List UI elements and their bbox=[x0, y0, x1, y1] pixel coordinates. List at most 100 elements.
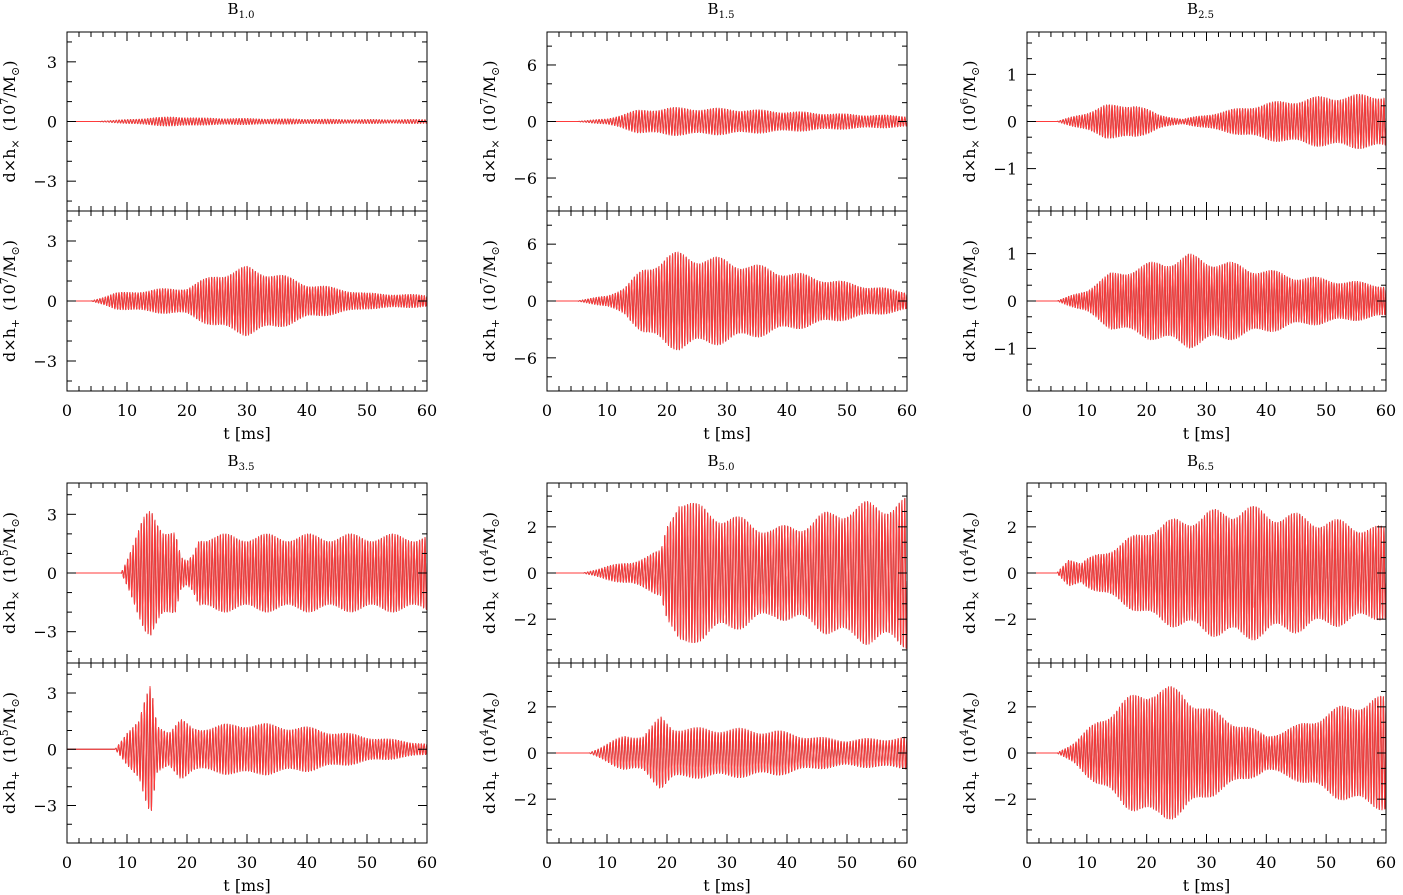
cross-subplot: 2 0 −2 d×h×(104/M⊙) bbox=[478, 482, 908, 664]
y-tick-label: 0 bbox=[47, 113, 57, 132]
waveform-trace bbox=[546, 716, 908, 789]
waveform-trace bbox=[1026, 253, 1387, 349]
waveform-trace bbox=[66, 265, 428, 337]
panel-title: B6.5 bbox=[1187, 452, 1214, 473]
x-tick-label: 20 bbox=[657, 853, 677, 872]
y-tick-label: 0 bbox=[1007, 564, 1017, 583]
x-tick-label: 10 bbox=[117, 853, 137, 872]
cross-subplot: 3 0 −3 d×h×(107/M⊙) bbox=[0, 31, 428, 212]
x-tick-label: 0 bbox=[62, 401, 72, 420]
waveform-trace bbox=[546, 497, 908, 649]
y-tick-label: 6 bbox=[527, 56, 537, 75]
x-tick-label: 10 bbox=[117, 401, 137, 420]
waveform-trace bbox=[1026, 686, 1387, 820]
y-axis-label: d×h+(107/M⊙) bbox=[478, 240, 502, 362]
x-axis-label: t [ms] bbox=[223, 876, 270, 895]
x-tick-label: 40 bbox=[1256, 401, 1276, 420]
waveform-trace bbox=[66, 686, 428, 811]
y-tick-label: −1 bbox=[993, 160, 1017, 179]
x-tick-label: 50 bbox=[837, 853, 857, 872]
y-tick-label: 0 bbox=[527, 292, 537, 311]
panel-2-5: B2.510−1d×h×(106/M⊙)10−1d×h+(106/M⊙)0 10 2… bbox=[958, 0, 1396, 443]
y-axis-label: d×h×(107/M⊙) bbox=[478, 60, 502, 182]
waveform-trace bbox=[66, 511, 428, 636]
x-tick-label: 0 bbox=[1022, 401, 1032, 420]
x-tick-label: 40 bbox=[777, 853, 797, 872]
cross-subplot: 1 0 −1 d×h×(106/M⊙) bbox=[958, 31, 1387, 212]
x-tick-label: 10 bbox=[597, 401, 617, 420]
x-tick-label: 60 bbox=[897, 401, 917, 420]
x-tick-label: 40 bbox=[777, 401, 797, 420]
panel-5-0: B5.020−2d×h×(104/M⊙)20−2d×h+(104/M⊙)0 10 2… bbox=[478, 452, 917, 895]
x-tick-label: 20 bbox=[177, 401, 197, 420]
x-tick-label: 50 bbox=[357, 853, 377, 872]
plus-subplot: 2 0 −2 d×h+(104/M⊙) bbox=[958, 662, 1387, 844]
x-tick-label: 10 bbox=[1077, 853, 1097, 872]
x-axis-label: t [ms] bbox=[1183, 424, 1230, 443]
x-tick-label: 0 bbox=[542, 853, 552, 872]
y-axis-label: d×h×(104/M⊙) bbox=[958, 512, 982, 634]
x-tick-label: 0 bbox=[542, 401, 552, 420]
y-tick-label: 3 bbox=[47, 684, 57, 703]
x-tick-label: 20 bbox=[1136, 853, 1156, 872]
x-tick-label: 60 bbox=[897, 853, 917, 872]
x-axis-label: t [ms] bbox=[223, 424, 270, 443]
y-tick-label: 3 bbox=[47, 53, 57, 72]
x-tick-label: 30 bbox=[237, 853, 257, 872]
panel-6-5: B6.520−2d×h×(104/M⊙)20−2d×h+(104/M⊙)0 10 2… bbox=[958, 452, 1396, 895]
x-tick-label: 50 bbox=[357, 401, 377, 420]
x-tick-label: 50 bbox=[837, 401, 857, 420]
y-tick-label: 0 bbox=[47, 740, 57, 759]
waveform-shadow bbox=[546, 716, 908, 789]
y-tick-label: 2 bbox=[527, 698, 537, 717]
y-tick-label: 0 bbox=[1007, 292, 1017, 311]
waveform-trace bbox=[1026, 505, 1387, 641]
y-axis-label: d×h+(107/M⊙) bbox=[0, 240, 22, 362]
x-tick-label: 60 bbox=[417, 401, 437, 420]
x-tick-label: 30 bbox=[237, 401, 257, 420]
x-tick-label: 40 bbox=[1256, 853, 1276, 872]
y-tick-label: 2 bbox=[1007, 518, 1017, 537]
panel-title: B5.0 bbox=[708, 452, 735, 473]
x-tick-label: 40 bbox=[297, 853, 317, 872]
y-axis-label: d×h+(104/M⊙) bbox=[958, 692, 982, 814]
panel-title: B3.5 bbox=[228, 452, 255, 473]
y-tick-label: 3 bbox=[47, 232, 57, 251]
x-axis-label: t [ms] bbox=[703, 876, 750, 895]
y-tick-label: 0 bbox=[1007, 113, 1017, 132]
x-tick-label: 30 bbox=[717, 853, 737, 872]
y-tick-label: 2 bbox=[527, 518, 537, 537]
y-tick-label: −3 bbox=[33, 797, 57, 816]
y-tick-label: −1 bbox=[993, 339, 1017, 358]
x-tick-label: 0 bbox=[62, 853, 72, 872]
x-tick-label: 30 bbox=[1196, 401, 1216, 420]
panel-3-5: B3.530−3d×h×(105/M⊙)30−3d×h+(105/M⊙)0102… bbox=[0, 452, 437, 895]
x-tick-label: 0 bbox=[1022, 853, 1032, 872]
plus-subplot: 3 0 −3 d×h+(105/M⊙) bbox=[0, 662, 428, 844]
y-tick-label: −2 bbox=[993, 610, 1017, 629]
y-axis-label: d×h+(106/M⊙) bbox=[958, 240, 982, 362]
y-tick-label: −2 bbox=[513, 790, 537, 809]
cross-subplot: 3 0 −3 d×h×(105/M⊙) bbox=[0, 482, 428, 664]
x-axis-label: t [ms] bbox=[703, 424, 750, 443]
plus-subplot: 2 0 −2 d×h+(104/M⊙) bbox=[478, 662, 908, 844]
y-tick-label: 0 bbox=[47, 564, 57, 583]
panel-1-5: B1.560−6d×h×(107/M⊙)60−6d×h+(107/M⊙)0 10 2… bbox=[478, 0, 917, 443]
cross-subplot: 6 0 −6 d×h×(107/M⊙) bbox=[478, 31, 908, 212]
y-tick-label: 2 bbox=[1007, 698, 1017, 717]
y-axis-label: d×h×(105/M⊙) bbox=[0, 512, 22, 634]
plot-frame bbox=[66, 662, 428, 844]
y-tick-label: 0 bbox=[527, 113, 537, 132]
y-tick-label: 6 bbox=[527, 235, 537, 254]
y-tick-label: 0 bbox=[1007, 744, 1017, 763]
x-tick-label: 50 bbox=[1316, 401, 1336, 420]
y-tick-label: 1 bbox=[1007, 65, 1017, 84]
plus-subplot: 3 0 −3 d×h+(107/M⊙) bbox=[0, 210, 428, 392]
x-tick-label: 40 bbox=[297, 401, 317, 420]
y-tick-label: 3 bbox=[47, 505, 57, 524]
x-tick-label: 30 bbox=[717, 401, 737, 420]
x-tick-label: 60 bbox=[1376, 401, 1396, 420]
y-tick-label: −3 bbox=[33, 172, 57, 191]
y-axis-label: d×h×(106/M⊙) bbox=[958, 60, 982, 182]
